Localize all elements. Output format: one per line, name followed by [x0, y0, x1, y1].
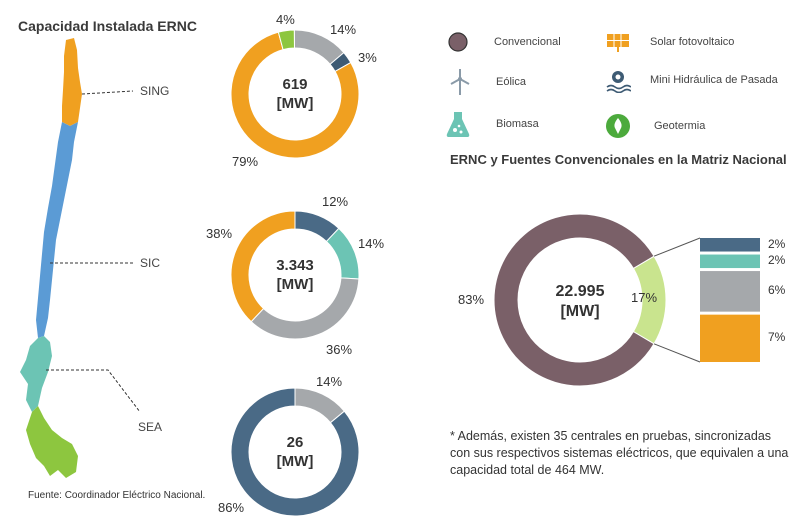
- legend-label-hidraulica: Mini Hidráulica de Pasada: [650, 74, 778, 86]
- donut-0-slice-3: [277, 29, 295, 51]
- map-region-sing: [62, 38, 82, 126]
- data-label-sing-hydro: 3%: [358, 50, 377, 65]
- legend-label-convencional: Convencional: [494, 36, 561, 48]
- data-label-sic-hydro: 12%: [322, 194, 349, 209]
- data-label-national-conv: 83%: [458, 292, 485, 307]
- breakdown-label-0: 2%: [768, 236, 786, 251]
- wind-turbine-icon: [446, 68, 474, 96]
- breakdown-connector-0: [653, 237, 701, 257]
- donut-value-sea: 26: [286, 434, 304, 451]
- donut-value-national: 22.995: [555, 283, 605, 300]
- legend-item-hidraulica: Mini Hidráulica de Pasada: [604, 66, 778, 94]
- donut-center-national: 22.995 [MW]: [535, 282, 625, 322]
- breakdown-label-3: 7%: [768, 330, 786, 345]
- breakdown-bar-segment-0: [700, 238, 760, 252]
- breakdown-bar-segment-3: [700, 314, 760, 362]
- legend-item-solar: Solar fotovoltaico: [604, 28, 734, 56]
- data-label-sing-solar-small: 4%: [276, 12, 295, 27]
- donut-chart-sic: [230, 210, 360, 340]
- data-label-sic-biomass: 14%: [358, 236, 385, 251]
- sea-leader-line: [46, 369, 141, 413]
- legend-label-geotermia: Geotermia: [654, 120, 706, 132]
- breakdown-bar-segment-2: [700, 271, 760, 312]
- region-label-sea: SEA: [138, 420, 163, 434]
- legend-item-geotermia: Geotermia: [604, 112, 705, 140]
- legend-label-solar: Solar fotovoltaico: [650, 36, 735, 48]
- legend-item-convencional: Convencional: [444, 28, 561, 56]
- chart-title-right: ERNC y Fuentes Convencionales en la Matr…: [450, 152, 787, 167]
- data-label-sing-conv: 14%: [330, 22, 357, 37]
- source-note: Fuente: Coordinador Eléctrico Nacional.: [28, 490, 206, 501]
- donut-value-sing: 619: [282, 76, 308, 93]
- donut-1-slice-3: [230, 210, 296, 323]
- donut-2-slice-1: [230, 387, 360, 517]
- legend-label-biomasa: Biomasa: [496, 118, 539, 130]
- biomass-icon: [444, 110, 472, 138]
- national-donut-slice-1: [493, 213, 655, 387]
- donut-unit-sing: [MW]: [276, 95, 314, 112]
- data-label-national-ernc: 17%: [631, 290, 658, 305]
- footnote: * Además, existen 35 centrales en prueba…: [450, 429, 789, 477]
- circle-icon: [444, 28, 472, 56]
- data-label-sic-wind: 36%: [326, 342, 353, 357]
- geothermal-icon: [604, 112, 632, 140]
- donut-unit-sea: [MW]: [276, 453, 314, 470]
- breakdown-label-1: 2%: [768, 253, 786, 268]
- hydro-icon: [604, 66, 632, 94]
- data-label-sic-solar: 38%: [206, 226, 233, 241]
- region-label-sic: SIC: [140, 256, 161, 270]
- donut-center-sing: 619 [MW]: [255, 75, 335, 113]
- donut-unit-sic: [MW]: [276, 276, 314, 293]
- chart-title-left: Capacidad Instalada ERNC: [18, 18, 197, 34]
- breakdown-connector-1: [653, 343, 701, 363]
- breakdown-bar-segment-1: [700, 254, 760, 269]
- breakdown-label-2: 6%: [768, 283, 786, 298]
- solar-panel-icon: [604, 28, 632, 56]
- map-region-south: [26, 406, 78, 478]
- chile-map: [20, 38, 141, 478]
- data-label-sea-hydro: 86%: [218, 500, 245, 515]
- region-label-sing: SING: [140, 84, 170, 98]
- map-region-sic: [36, 122, 78, 338]
- data-label-sea-wind: 14%: [316, 374, 343, 389]
- map-region-sea: [20, 336, 52, 412]
- donut-center-sic: 3.343 [MW]: [255, 256, 335, 294]
- legend-item-biomasa: Biomasa: [444, 110, 539, 138]
- donut-chart-national: [493, 213, 760, 387]
- donut-unit-national: [MW]: [560, 303, 600, 320]
- donut-value-sic: 3.343: [276, 257, 314, 274]
- legend-label-eolica: Eólica: [496, 76, 526, 88]
- sing-leader-line: [81, 90, 134, 95]
- donut-chart-sing: [230, 29, 360, 159]
- donut-center-sea: 26 [MW]: [255, 433, 335, 471]
- donut-chart-sea: [230, 387, 360, 517]
- donut-0-slice-2: [230, 31, 360, 159]
- legend-item-eolica: Eólica: [446, 68, 526, 96]
- data-label-sing-solar: 79%: [232, 154, 259, 169]
